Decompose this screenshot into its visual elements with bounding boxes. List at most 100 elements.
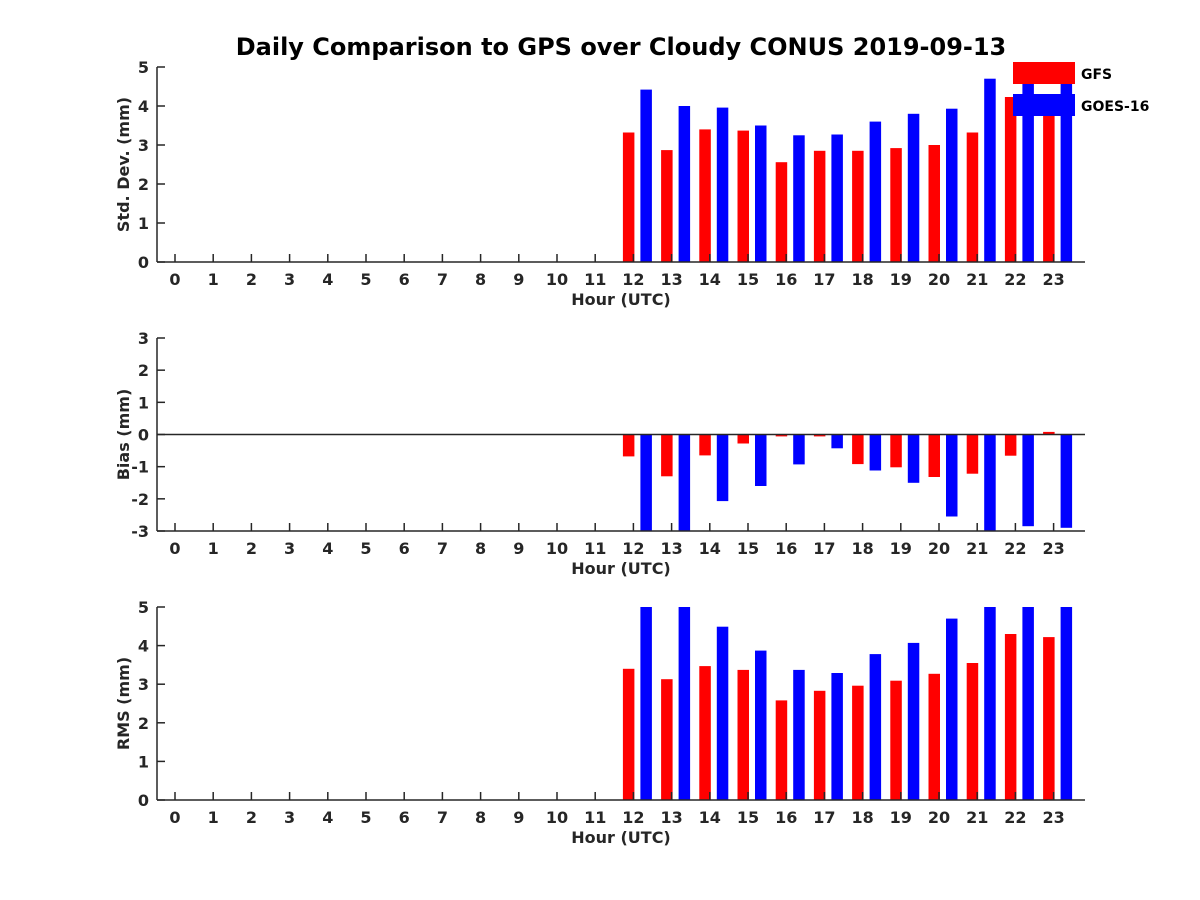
bar-gfs-22	[1004, 634, 1017, 800]
bar-gfs-17	[813, 434, 826, 437]
bar-goes16-14	[716, 626, 729, 800]
bar-goes16-19	[907, 113, 920, 262]
y-tick-label: 0	[138, 426, 149, 445]
x-tick-label: 15	[737, 808, 759, 827]
x-tick-label: 13	[660, 270, 682, 289]
x-axis-label: Hour (UTC)	[571, 559, 671, 578]
bar-goes16-14	[716, 107, 729, 262]
bar-gfs-13	[661, 150, 673, 262]
y-tick-label: 2	[138, 175, 149, 194]
x-tick-label: 13	[660, 539, 682, 558]
y-tick-label: -1	[131, 458, 149, 477]
bar-gfs-15	[737, 669, 749, 800]
bar-goes16-15	[755, 125, 767, 262]
bar-gfs-12	[622, 434, 635, 457]
x-tick-label: 14	[699, 808, 721, 827]
x-tick-label: 0	[169, 539, 180, 558]
x-tick-label: 10	[546, 808, 568, 827]
x-tick-label: 11	[584, 270, 606, 289]
bar-gfs-20	[928, 434, 940, 477]
bar-gfs-22	[1004, 97, 1017, 262]
x-tick-label: 23	[1042, 539, 1064, 558]
bar-gfs-14	[699, 666, 711, 800]
legend-label-goes16: GOES-16	[1081, 99, 1149, 115]
x-tick-label: 3	[284, 539, 295, 558]
bar-goes16-23	[1060, 607, 1073, 800]
legend-swatch-gfs	[1013, 62, 1075, 84]
x-tick-label: 9	[513, 539, 524, 558]
x-tick-label: 19	[890, 808, 912, 827]
bar-goes16-22	[1022, 67, 1034, 262]
x-tick-label: 19	[890, 539, 912, 558]
y-tick-label: -2	[131, 490, 149, 509]
x-tick-label: 6	[399, 270, 410, 289]
bar-gfs-19	[890, 148, 902, 262]
bar-gfs-16	[775, 162, 788, 262]
bar-goes16-20	[946, 108, 958, 262]
bar-goes16-12	[640, 434, 652, 531]
bar-goes16-13	[678, 434, 691, 531]
bar-gfs-16	[775, 700, 788, 800]
x-tick-label: 23	[1042, 808, 1064, 827]
x-tick-label: 17	[813, 270, 835, 289]
x-tick-label: 16	[775, 539, 797, 558]
y-tick-label: 1	[138, 752, 149, 771]
x-tick-label: 8	[475, 270, 486, 289]
x-tick-label: 7	[437, 270, 448, 289]
chart-title: Daily Comparison to GPS over Cloudy CONU…	[236, 33, 1007, 61]
x-tick-label: 18	[851, 270, 873, 289]
x-tick-label: 17	[813, 539, 835, 558]
x-tick-label: 12	[622, 539, 644, 558]
x-tick-label: 3	[284, 808, 295, 827]
x-tick-label: 11	[584, 808, 606, 827]
bar-goes16-17	[831, 134, 843, 262]
legend-label-gfs: GFS	[1081, 67, 1112, 83]
x-tick-label: 21	[966, 270, 988, 289]
legend: GFS GOES-16	[1013, 62, 1149, 116]
bar-goes16-21	[984, 607, 996, 800]
bar-gfs-17	[813, 690, 826, 800]
bar-gfs-22	[1004, 434, 1017, 456]
y-tick-label: 5	[138, 58, 149, 77]
bar-gfs-13	[661, 434, 673, 477]
bar-goes16-18	[869, 654, 882, 800]
legend-swatch-goes16	[1013, 94, 1075, 116]
x-tick-label: 10	[546, 539, 568, 558]
x-tick-label: 15	[737, 270, 759, 289]
bar-goes16-22	[1022, 607, 1034, 800]
x-tick-label: 16	[775, 808, 797, 827]
bar-goes16-22	[1022, 434, 1034, 527]
bar-gfs-23	[1043, 431, 1055, 435]
y-axis-label: Bias (mm)	[114, 389, 133, 481]
x-tick-label: 21	[966, 539, 988, 558]
bar-goes16-16	[793, 434, 805, 465]
x-tick-label: 12	[622, 270, 644, 289]
bar-gfs-21	[966, 663, 979, 800]
x-tick-label: 23	[1042, 270, 1064, 289]
y-tick-label: 4	[138, 97, 149, 116]
bar-gfs-13	[661, 679, 673, 800]
bar-gfs-20	[928, 145, 940, 262]
x-tick-label: 22	[1004, 270, 1026, 289]
bar-gfs-19	[890, 680, 902, 800]
bar-goes16-12	[640, 89, 652, 262]
y-tick-label: 0	[138, 791, 149, 810]
bar-gfs-23	[1043, 111, 1055, 262]
bar-goes16-13	[678, 106, 691, 262]
x-tick-label: 7	[437, 539, 448, 558]
bar-goes16-14	[716, 434, 729, 502]
y-tick-label: 3	[138, 136, 149, 155]
x-tick-label: 11	[584, 539, 606, 558]
x-tick-label: 4	[322, 808, 333, 827]
y-tick-label: 3	[138, 329, 149, 348]
y-axis-label: RMS (mm)	[114, 657, 133, 750]
bar-goes16-16	[793, 135, 805, 263]
y-tick-label: 0	[138, 253, 149, 272]
bar-goes16-20	[946, 618, 958, 800]
y-tick-label: 2	[138, 714, 149, 733]
x-tick-label: 5	[360, 808, 371, 827]
